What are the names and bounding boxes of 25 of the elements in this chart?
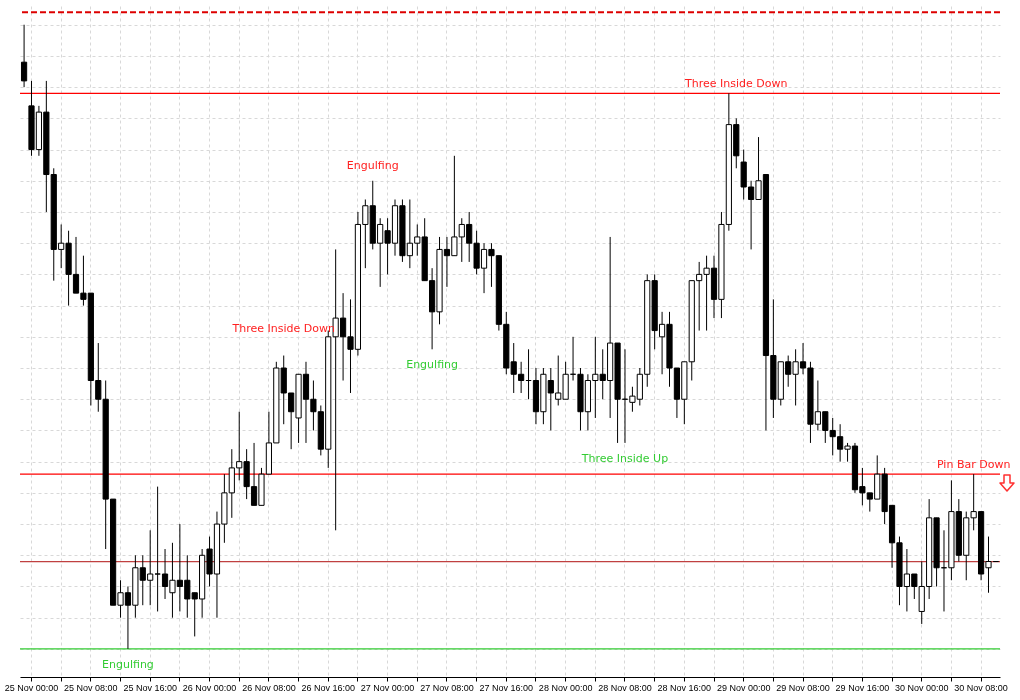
candlestick [20, 24, 28, 88]
x-tick-label: 25 Nov 00:00 [4, 682, 59, 693]
x-tick-label: 25 Nov 16:00 [123, 682, 177, 693]
x-tick-label: 28 Nov 16:00 [657, 682, 712, 693]
candlestick [154, 486, 161, 612]
x-tick-label: 28 Nov 00:00 [538, 682, 593, 693]
x-tick-label: 25 Nov 08:00 [64, 682, 118, 693]
x-tick-label: 27 Nov 16:00 [479, 682, 534, 693]
x-tick-label: 26 Nov 16:00 [301, 682, 356, 693]
annotation: Three Inside Down [684, 77, 788, 91]
x-tick-label: 27 Nov 08:00 [420, 682, 474, 693]
annotation: Engulfing [406, 358, 459, 372]
x-tick-label: 29 Nov 00:00 [716, 682, 771, 693]
annotation: Engulfing [102, 657, 154, 671]
x-tick-label: 30 Nov 08:00 [954, 682, 1008, 693]
x-tick-label: 26 Nov 08:00 [242, 682, 296, 693]
annotation: Engulfing [346, 158, 399, 172]
x-tick-label: 30 Nov 00:00 [894, 682, 949, 693]
annotation: Pin Bar Down [936, 458, 1011, 472]
x-tick-label: 26 Nov 00:00 [182, 682, 237, 693]
annotation: Three Inside Up [580, 451, 669, 465]
x-tick-label: 29 Nov 08:00 [776, 682, 830, 693]
x-tick-label: 28 Nov 08:00 [598, 682, 652, 693]
x-tick-label: 27 Nov 00:00 [360, 682, 415, 693]
x-tick-label: 29 Nov 16:00 [835, 682, 890, 693]
